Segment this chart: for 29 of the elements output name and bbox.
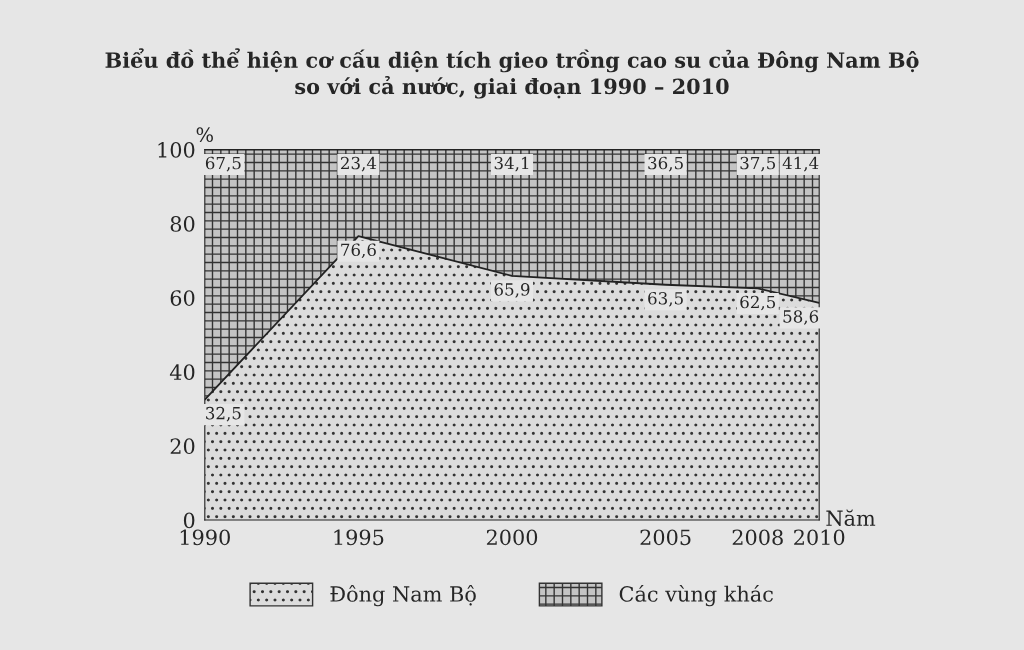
x-tick-label: 2005 [640, 529, 691, 546]
y-tick-label: 60 [170, 290, 195, 306]
x-tick-label: 2000 [486, 529, 538, 546]
y-tick-label: 20 [170, 438, 195, 455]
data-label: 34,1 [494, 156, 529, 172]
data-label: 58,6 [783, 310, 819, 325]
y-axis-title: % [196, 127, 213, 143]
y-tick-label: 40 [169, 364, 195, 381]
x-tick-label: 2010 [794, 529, 845, 546]
y-tick-label: 0 [183, 512, 195, 529]
x-tick-label: 2008 [732, 529, 783, 546]
data-label: 23,4 [340, 156, 377, 172]
legend-label: Các vùng khác [619, 584, 773, 607]
data-label: 32,5 [206, 406, 241, 422]
data-label: 37,5 [740, 156, 776, 172]
x-tick-label: 1990 [180, 529, 230, 546]
x-tick-label: 1995 [334, 529, 384, 546]
data-label: 76,6 [341, 243, 376, 259]
y-tick-label: 80 [170, 216, 195, 232]
data-label: 36,5 [648, 156, 683, 172]
data-label: 65,9 [494, 283, 530, 298]
data-label: 67,5 [205, 156, 241, 172]
legend-label: Đông Nam Bộ [330, 584, 476, 607]
data-label: 62,5 [740, 295, 776, 311]
x-axis-title: Năm [826, 509, 876, 527]
chart-title: Biểu đồ thể hiện cơ cấu diện tích gieo trồng cao su của Đông Nam Bộ so với cả nước, giai đoạn 1990 – 2010 [105, 48, 919, 99]
data-label: 41,4 [782, 156, 819, 172]
y-tick-label: 100 [158, 141, 195, 158]
data-label: 63,5 [648, 291, 683, 307]
